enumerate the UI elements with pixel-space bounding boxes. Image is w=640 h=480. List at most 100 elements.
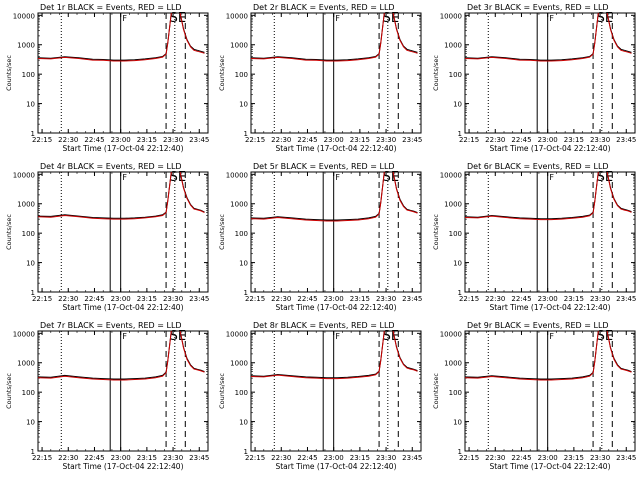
- y-tick-label: 10: [239, 419, 248, 427]
- annotation-label: SE: [597, 11, 613, 26]
- x-tick-label: 23:00: [324, 136, 344, 144]
- x-tick-label: 23:45: [189, 136, 209, 144]
- plot-frame: [250, 171, 422, 293]
- x-tick-label: 22:30: [485, 454, 505, 462]
- lld-series-line: [38, 331, 205, 381]
- lld-series-line: [38, 13, 205, 62]
- annotation-label: F: [549, 173, 554, 182]
- x-tick-label: 23:15: [564, 454, 584, 462]
- x-tick-label: 22:15: [32, 295, 52, 303]
- x-tick-label: 22:15: [245, 136, 265, 144]
- x-tick-label: 22:15: [245, 295, 265, 303]
- panel-title: Det 2r BLACK = Events, RED = LLD: [253, 3, 395, 12]
- lld-series-line: [251, 172, 418, 222]
- x-axis-label: Start Time (17-Oct-04 22:12:40): [62, 144, 183, 153]
- y-tick-label: 10: [26, 101, 35, 109]
- y-tick-label: 1: [244, 130, 248, 138]
- x-tick-label: 23:45: [402, 295, 422, 303]
- y-tick-label: 100: [22, 230, 35, 238]
- y-tick-label: 1000: [444, 42, 462, 50]
- x-tick-label: 23:15: [564, 295, 584, 303]
- x-tick-label: 22:45: [511, 454, 531, 462]
- x-tick-label: 22:45: [511, 295, 531, 303]
- x-tick-label: 23:00: [538, 136, 558, 144]
- y-tick-label: 10000: [13, 330, 35, 338]
- y-tick-label: 10000: [440, 12, 462, 20]
- x-tick-label: 23:30: [376, 295, 396, 303]
- y-tick-label: 10000: [13, 171, 35, 179]
- x-tick-label: 22:30: [271, 136, 291, 144]
- y-tick-label: 1: [244, 448, 248, 456]
- x-tick-label: 23:00: [324, 454, 344, 462]
- annotation-label: SE: [597, 329, 613, 344]
- detector-panel: Det 7r BLACK = Events, RED = LLD F SE 1 10 10…: [5, 321, 209, 471]
- x-tick-label: 23:15: [137, 454, 157, 462]
- x-tick-label: 23:00: [538, 295, 558, 303]
- x-axis-label: Start Time (17-Oct-04 22:12:40): [62, 303, 183, 312]
- y-tick-label: 1000: [17, 42, 35, 50]
- lld-series-line: [251, 331, 418, 380]
- x-axis-label: Start Time (17-Oct-04 22:12:40): [275, 144, 396, 153]
- y-axis-label: Counts/sec: [218, 55, 226, 91]
- y-tick-label: 10000: [226, 330, 248, 338]
- y-axis-label: Counts/sec: [432, 214, 440, 250]
- x-tick-label: 23:45: [616, 136, 636, 144]
- detector-panel: Det 5r BLACK = Events, RED = LLD F SE 1 10 10…: [218, 162, 422, 312]
- x-tick-label: 22:30: [58, 295, 78, 303]
- detector-panel: Det 6r BLACK = Events, RED = LLD F SE 1 10 10…: [432, 162, 636, 312]
- y-tick-label: 10: [453, 419, 462, 427]
- y-tick-label: 100: [235, 230, 248, 238]
- x-tick-label: 22:15: [459, 454, 479, 462]
- x-axis-label: Start Time (17-Oct-04 22:12:40): [489, 144, 610, 153]
- y-tick-label: 100: [235, 389, 248, 397]
- x-tick-label: 23:45: [189, 454, 209, 462]
- x-tick-label: 23:45: [189, 295, 209, 303]
- y-tick-label: 1: [458, 130, 462, 138]
- plot-frame: [464, 12, 636, 134]
- detector-panel: Det 1r BLACK = Events, RED = LLD F SE 1 10 10…: [5, 3, 209, 153]
- x-tick-label: 22:30: [58, 136, 78, 144]
- y-tick-label: 1: [458, 289, 462, 297]
- x-tick-label: 23:45: [402, 454, 422, 462]
- x-tick-label: 22:45: [84, 454, 104, 462]
- y-tick-label: 100: [22, 389, 35, 397]
- detector-panel: Det 2r BLACK = Events, RED = LLD F SE 1 10 10…: [218, 3, 422, 153]
- x-tick-label: 23:00: [111, 136, 131, 144]
- annotation-label: SE: [170, 11, 186, 26]
- x-tick-label: 23:15: [350, 136, 370, 144]
- annotation-label: SE: [597, 170, 613, 185]
- detector-panel: Det 9r BLACK = Events, RED = LLD F SE 1 10 10…: [432, 321, 636, 471]
- panel-title: Det 1r BLACK = Events, RED = LLD: [40, 3, 182, 12]
- x-tick-label: 23:45: [616, 295, 636, 303]
- y-axis-label: Counts/sec: [218, 373, 226, 409]
- x-tick-label: 23:45: [616, 454, 636, 462]
- x-tick-label: 23:30: [163, 295, 183, 303]
- panel-title: Det 3r BLACK = Events, RED = LLD: [467, 3, 609, 12]
- y-tick-label: 1000: [444, 201, 462, 209]
- x-axis-label: Start Time (17-Oct-04 22:12:40): [275, 462, 396, 471]
- x-tick-label: 23:30: [163, 136, 183, 144]
- x-tick-label: 22:45: [511, 136, 531, 144]
- annotation-label: SE: [383, 329, 399, 344]
- annotation-label: F: [122, 14, 127, 23]
- x-tick-label: 23:00: [324, 295, 344, 303]
- x-tick-label: 23:15: [137, 295, 157, 303]
- x-tick-label: 22:45: [84, 136, 104, 144]
- y-tick-label: 1000: [17, 360, 35, 368]
- x-tick-label: 22:45: [297, 136, 317, 144]
- x-tick-label: 22:45: [297, 295, 317, 303]
- lld-series-line: [465, 13, 632, 62]
- plot-frame: [37, 171, 209, 293]
- y-tick-label: 10000: [226, 12, 248, 20]
- y-tick-label: 10000: [440, 171, 462, 179]
- y-tick-label: 10000: [440, 330, 462, 338]
- y-tick-label: 1: [31, 130, 35, 138]
- y-tick-label: 10: [26, 260, 35, 268]
- panel-title: Det 4r BLACK = Events, RED = LLD: [40, 162, 182, 171]
- detector-panel: Det 8r BLACK = Events, RED = LLD F SE 1 10 10…: [218, 321, 422, 471]
- annotation-label: F: [549, 332, 554, 341]
- y-tick-label: 1: [458, 448, 462, 456]
- y-tick-label: 1: [31, 289, 35, 297]
- panel-title: Det 6r BLACK = Events, RED = LLD: [467, 162, 609, 171]
- x-axis-label: Start Time (17-Oct-04 22:12:40): [489, 462, 610, 471]
